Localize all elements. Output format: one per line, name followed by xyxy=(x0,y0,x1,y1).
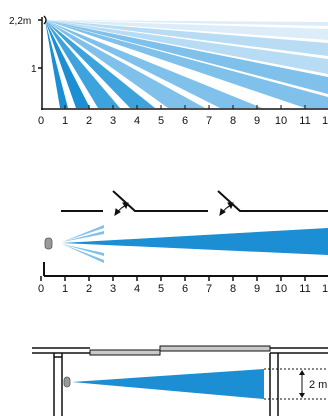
beam-top-lower-2 xyxy=(62,244,104,263)
side-x-tick-labels: 0 1 2 3 4 5 6 7 8 9 10 11 1 xyxy=(38,115,328,127)
beam-side-10 xyxy=(45,20,120,108)
beam-side-7 xyxy=(45,20,262,108)
corridor-view-panel: 2 m xyxy=(32,345,328,416)
side-x-tick-10: 10 xyxy=(275,115,287,127)
beam-side-11 xyxy=(45,20,90,108)
beam-corridor xyxy=(72,369,264,399)
top-x-tick-2: 2 xyxy=(86,283,92,295)
beam-side-2 xyxy=(45,20,328,40)
side-x-tick-5: 5 xyxy=(158,115,164,127)
side-x-tick-4: 4 xyxy=(134,115,140,127)
top-x-tick-10: 10 xyxy=(275,283,287,295)
height-label: 2,2m xyxy=(9,16,31,27)
top-x-tick-5: 5 xyxy=(158,283,164,295)
beam-side-6 xyxy=(45,20,328,108)
side-x-tick-9: 9 xyxy=(254,115,260,127)
top-x-tick-8: 8 xyxy=(230,283,236,295)
top-x-tick-6: 6 xyxy=(182,283,188,295)
top-x-tick-7: 7 xyxy=(206,283,212,295)
glass-panel-2 xyxy=(159,345,271,352)
sensor-corridor-icon xyxy=(63,376,71,388)
beam-top-main xyxy=(62,228,328,255)
beam-side-4 xyxy=(45,20,328,74)
beam-top-lower-1 xyxy=(62,244,104,256)
width-label: 2 m xyxy=(309,379,327,391)
side-view-panel: 2,2m 1 0 1 2 3 4 5 6 7 8 9 10 11 1 xyxy=(9,15,328,127)
side-x-tick-11: 11 xyxy=(299,115,310,127)
top-x-tick-11: 11 xyxy=(299,283,310,295)
side-x-tick-3: 3 xyxy=(110,115,116,127)
door-swing-arrows xyxy=(114,202,234,216)
top-x-tick-9: 9 xyxy=(254,283,260,295)
top-x-tick-labels: 0 1 2 3 4 5 6 7 8 9 10 11 1 xyxy=(38,283,328,295)
glass-panel-1 xyxy=(89,349,161,356)
beam-side-9 xyxy=(45,20,155,108)
width-dimension xyxy=(264,368,328,400)
top-x-tick-12: 1 xyxy=(322,283,328,295)
top-x-tick-4: 4 xyxy=(134,283,140,295)
top-view-panel: 0 1 2 3 4 5 6 7 8 9 10 11 1 xyxy=(38,190,328,295)
beam-side-12 xyxy=(45,20,68,108)
door-1-wall xyxy=(112,190,208,212)
corridor-glass-panels xyxy=(89,345,271,356)
side-x-tick-12: 1 xyxy=(322,115,328,127)
side-x-tick-6: 6 xyxy=(182,115,188,127)
side-x-ticks xyxy=(64,105,306,109)
top-x-tick-1: 1 xyxy=(62,283,68,295)
top-x-tick-3: 3 xyxy=(110,283,116,295)
side-view-beams xyxy=(45,20,328,108)
beam-side-3 xyxy=(45,20,328,56)
beam-top-upper-2 xyxy=(62,231,104,242)
door-2-wall xyxy=(217,190,328,212)
top-x-axis xyxy=(40,276,306,281)
side-x-tick-1: 1 xyxy=(62,115,68,127)
side-x-tick-2: 2 xyxy=(86,115,92,127)
side-x-tick-0: 0 xyxy=(38,115,44,127)
side-x-tick-7: 7 xyxy=(206,115,212,127)
top-view-beams xyxy=(62,225,328,263)
sensor-side-icon xyxy=(43,15,47,25)
beam-side-5 xyxy=(45,20,328,94)
side-x-tick-8: 8 xyxy=(230,115,236,127)
beam-side-8 xyxy=(45,20,205,108)
sensor-top-icon xyxy=(44,237,53,250)
top-x-tick-0: 0 xyxy=(38,283,44,295)
beam-side-1 xyxy=(45,20,328,26)
y-tick-label-1: 1 xyxy=(31,64,37,75)
corridor-walls xyxy=(32,347,328,416)
beam-top-upper-1 xyxy=(62,225,104,242)
